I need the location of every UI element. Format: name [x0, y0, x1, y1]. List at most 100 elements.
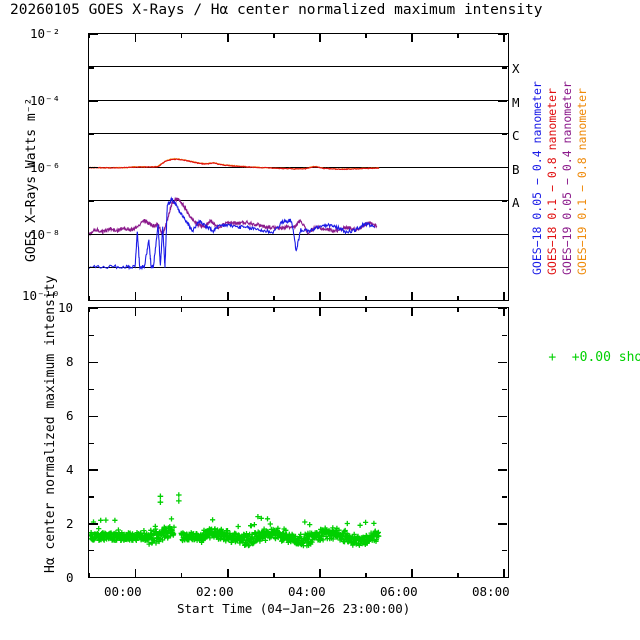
y-tick	[502, 134, 507, 135]
x-tick	[319, 569, 320, 578]
ytick-label-bottom-2: 4	[66, 462, 74, 477]
ytick-label-bottom-1: 2	[66, 516, 74, 531]
x-tick	[227, 33, 228, 42]
xtick-label-3: 06:00	[380, 584, 418, 599]
y-tick	[498, 308, 507, 309]
scatter-marker	[358, 523, 363, 528]
x-tick	[273, 296, 274, 301]
flare-class-label-B: B	[512, 162, 520, 177]
y-tick	[502, 550, 507, 551]
y-tick	[502, 67, 507, 68]
x-tick	[457, 573, 458, 578]
x-tick	[181, 33, 182, 38]
x-tick	[411, 569, 412, 578]
y-tick	[498, 234, 507, 235]
x-tick	[457, 296, 458, 301]
x-tick	[319, 33, 320, 42]
y-tick	[89, 134, 94, 135]
scatter-marker	[307, 522, 312, 527]
y-tick	[502, 335, 507, 336]
x-tick	[273, 33, 274, 38]
y-tick	[502, 496, 507, 497]
y-tick	[89, 577, 98, 578]
xtick-label-0: 00:00	[104, 584, 142, 599]
y-tick	[89, 389, 94, 390]
x-tick	[135, 33, 136, 42]
y-tick	[89, 443, 94, 444]
y-tick	[502, 443, 507, 444]
y-tick	[89, 234, 98, 235]
legend-item-goes19-short: GOES−19 0.05 − 0.4 nanometer	[560, 81, 574, 275]
y-tick	[498, 167, 507, 168]
y-tick	[498, 300, 507, 301]
x-tick	[411, 292, 412, 301]
y-tick	[502, 389, 507, 390]
scatter-marker	[363, 520, 368, 525]
scatter-marker	[236, 524, 241, 529]
x-tick	[365, 296, 366, 301]
y-tick	[89, 523, 98, 524]
scatter-marker	[176, 492, 182, 498]
scatter-marker	[158, 494, 164, 500]
x-tick	[181, 573, 182, 578]
bottom-panel-y-axis-label: Hα center normalized maximum intensity	[43, 276, 58, 573]
halpha-scatter-markers	[89, 308, 508, 577]
y-tick	[502, 200, 507, 201]
legend-item-goes19-long: GOES−19 0.1 − 0.8 nanometer	[575, 88, 589, 275]
y-tick	[89, 362, 98, 363]
y-tick	[498, 101, 507, 102]
scatter-marker	[371, 521, 376, 526]
ytick-label-bottom-4: 8	[66, 354, 74, 369]
x-tick	[227, 569, 228, 578]
flare-class-label-A: A	[512, 195, 520, 210]
x-tick	[457, 33, 458, 38]
y-tick	[89, 67, 94, 68]
y-tick	[498, 416, 507, 417]
series-line	[89, 159, 379, 170]
legend-item-goes18-short: GOES−18 0.05 − 0.4 nanometer	[530, 81, 544, 275]
y-tick	[498, 362, 507, 363]
xtick-label-4: 08:00	[472, 584, 510, 599]
y-tick	[89, 267, 94, 268]
series-line	[89, 159, 379, 170]
page-title: 20260105 GOES X-Rays / Hα center normali…	[10, 2, 543, 18]
series-line	[89, 198, 377, 236]
ytick-label-bottom-0: 0	[66, 570, 74, 585]
y-tick	[89, 416, 98, 417]
scatter-marker	[302, 519, 307, 524]
scatter-marker	[112, 518, 117, 523]
top-panel-y-axis-label: GOES X−Rays Watts m⁻²	[24, 98, 39, 262]
halpha-legend-label: +0.00 short	[572, 350, 640, 365]
x-tick	[181, 307, 182, 312]
scatter-marker	[98, 518, 103, 523]
x-tick	[319, 292, 320, 301]
xtick-label-2: 04:00	[288, 584, 326, 599]
x-tick	[273, 307, 274, 312]
xtick-label-1: 02:00	[196, 584, 234, 599]
x-tick	[319, 307, 320, 316]
scatter-marker	[265, 516, 270, 521]
y-tick	[89, 469, 98, 470]
y-tick	[498, 34, 507, 35]
scatter-marker	[176, 498, 182, 504]
scatter-marker	[345, 521, 350, 526]
y-tick	[89, 101, 98, 102]
y-tick	[89, 34, 98, 35]
halpha-legend-marker: +	[548, 350, 556, 365]
y-tick	[89, 167, 98, 168]
scatter-marker	[210, 517, 215, 522]
y-tick	[498, 523, 507, 524]
x-tick	[227, 307, 228, 316]
x-tick	[365, 573, 366, 578]
y-tick	[89, 335, 94, 336]
y-tick	[89, 300, 98, 301]
y-tick	[502, 267, 507, 268]
x-tick	[411, 307, 412, 316]
scatter-marker	[96, 526, 101, 531]
scatter-marker	[158, 499, 164, 505]
xray-flux-curves	[89, 34, 508, 300]
y-tick	[89, 308, 98, 309]
flare-class-label-M: M	[512, 95, 520, 110]
series-line	[89, 198, 375, 268]
scatter-marker	[103, 518, 108, 523]
